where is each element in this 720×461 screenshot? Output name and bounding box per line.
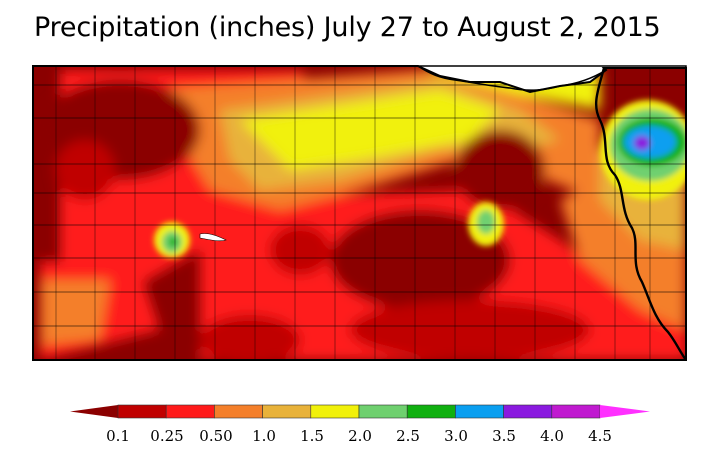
legend-swatch <box>406 404 456 419</box>
legend-colorbar <box>70 404 650 419</box>
legend-swatch <box>310 404 360 419</box>
legend-label-4.0: 4.0 <box>540 427 564 445</box>
legend-label-3.5: 3.5 <box>492 427 516 445</box>
legend-swatch <box>165 404 215 419</box>
legend-label-4.5: 4.5 <box>588 427 612 445</box>
legend-labels: 0.1 0.25 0.50 1.0 1.5 2.0 2.5 3.0 3.5 4.… <box>0 427 720 447</box>
legend-label-0.1: 0.1 <box>106 427 130 445</box>
legend-swatch <box>358 404 408 419</box>
legend-label-2.0: 2.0 <box>348 427 372 445</box>
legend-swatch <box>503 404 553 419</box>
lake <box>199 233 227 242</box>
legend-swatch <box>262 404 312 419</box>
legend-label-1.5: 1.5 <box>300 427 324 445</box>
legend-swatch <box>551 404 601 419</box>
legend-label-2.5: 2.5 <box>396 427 420 445</box>
missouri-river <box>594 67 687 361</box>
legend-label-0.25: 0.25 <box>150 427 184 445</box>
map-title: Precipitation (inches) July 27 to August… <box>34 12 661 43</box>
legend-label-0.50: 0.50 <box>199 427 233 445</box>
map-frame <box>32 65 687 361</box>
legend-arrow-high <box>600 405 650 418</box>
legend-swatch <box>455 404 504 419</box>
legend-swatch <box>117 404 167 419</box>
legend-label-1.0: 1.0 <box>252 427 276 445</box>
county-boundaries <box>33 66 686 360</box>
legend-label-3.0: 3.0 <box>444 427 468 445</box>
legend-arrow-low <box>70 405 118 418</box>
legend-swatch <box>214 404 263 419</box>
precipitation-field <box>33 66 686 360</box>
